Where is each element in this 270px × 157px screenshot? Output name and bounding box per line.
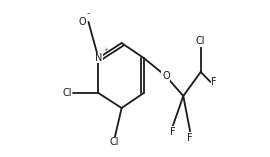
Text: Cl: Cl (196, 36, 205, 46)
Text: F: F (170, 127, 176, 137)
Text: F: F (187, 133, 193, 143)
Text: Cl: Cl (110, 137, 119, 147)
Text: Cl: Cl (62, 88, 72, 98)
Text: O: O (162, 71, 170, 81)
Text: $^-$: $^-$ (86, 12, 92, 17)
Text: O: O (79, 17, 86, 27)
Text: $^+$: $^+$ (102, 48, 109, 54)
Text: F: F (211, 77, 217, 87)
Text: N: N (95, 53, 102, 63)
